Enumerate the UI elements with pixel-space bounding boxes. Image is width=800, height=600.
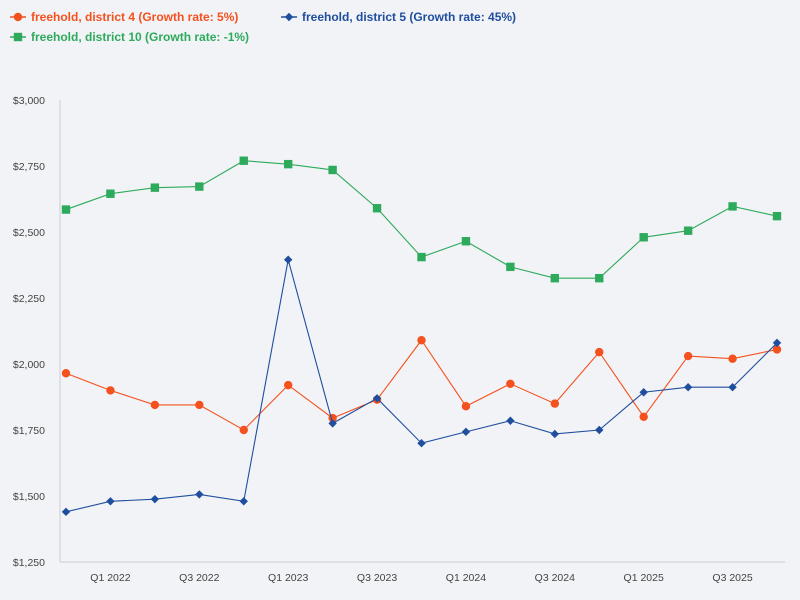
data-point (417, 336, 426, 345)
data-point (506, 262, 515, 272)
legend-item: freehold, district 4 (Growth rate: 5%) (10, 10, 238, 24)
data-point (239, 425, 248, 435)
y-tick-label: $1,250 (13, 557, 45, 569)
data-point (772, 345, 782, 354)
data-point (683, 351, 693, 361)
y-tick-label: $1,750 (13, 425, 45, 437)
data-point (506, 379, 515, 388)
data-point (728, 202, 737, 211)
data-point (461, 427, 471, 437)
legend-label: freehold, district 4 (Growth rate: 5%) (31, 10, 238, 24)
y-tick-label: $2,000 (13, 359, 45, 371)
data-point (683, 226, 693, 235)
data-point (417, 252, 426, 262)
x-tick-label: Q1 2023 (268, 572, 308, 584)
data-point (106, 386, 115, 395)
series-3 (61, 156, 782, 283)
legend-swatch-marker (13, 32, 23, 42)
y-tick-label: $3,000 (13, 95, 45, 107)
data-point (639, 388, 648, 397)
data-point (106, 497, 115, 506)
data-point (150, 494, 160, 504)
x-tick-label: Q3 2025 (712, 572, 752, 584)
x-tick-label: Q3 2022 (179, 572, 219, 584)
data-point (239, 497, 248, 506)
data-point (772, 211, 782, 221)
data-point (106, 189, 115, 198)
legend-item: freehold, district 5 (Growth rate: 45%) (281, 10, 516, 24)
data-point (61, 369, 71, 378)
data-point (728, 354, 737, 363)
y-tick-label: $2,750 (13, 161, 45, 173)
data-point (61, 507, 71, 517)
series-line (65, 339, 778, 431)
data-point (150, 183, 160, 192)
legend-swatch-marker (13, 12, 23, 22)
y-tick-label: $2,500 (13, 227, 45, 239)
series-line (65, 259, 778, 513)
data-point (328, 419, 337, 428)
data-point (195, 182, 204, 191)
legend: freehold, district 4 (Growth rate: 5%) fr… (10, 10, 516, 44)
y-axis: $1,250 $1,500 $1,750 $2,000 $2,250 $2,500 $2,7… (13, 95, 61, 569)
x-axis: Q1 2022 Q3 2022 Q1 2023 Q3 2023 Q1 2024 Q3 20… (60, 561, 785, 584)
x-tick-label: Q1 2025 (624, 572, 664, 584)
data-point (506, 416, 515, 425)
data-point (595, 425, 604, 435)
x-tick-label: Q1 2024 (446, 572, 486, 584)
data-point (461, 402, 471, 411)
x-tick-label: Q3 2023 (357, 572, 397, 584)
data-point (195, 490, 204, 499)
data-point (283, 255, 293, 264)
data-point (417, 439, 426, 448)
y-tick-label: $2,250 (13, 293, 45, 305)
x-tick-label: Q3 2024 (535, 572, 575, 584)
data-point (283, 380, 293, 390)
data-point (461, 237, 471, 246)
data-point (683, 383, 693, 392)
series-1 (61, 336, 782, 435)
x-tick-label: Q1 2022 (90, 572, 130, 584)
data-point (550, 399, 560, 408)
data-point (772, 338, 782, 348)
legend-label: freehold, district 10 (Growth rate: -1%) (31, 30, 249, 44)
data-point (283, 159, 293, 169)
data-point (328, 165, 337, 175)
legend-label: freehold, district 5 (Growth rate: 45%) (302, 10, 516, 24)
series-layer (61, 156, 782, 517)
data-point (372, 204, 382, 213)
y-tick-label: $1,500 (13, 491, 45, 503)
data-point (550, 274, 560, 283)
data-point (150, 400, 160, 410)
data-point (728, 383, 737, 392)
data-point (595, 274, 604, 283)
series-2 (61, 255, 782, 517)
legend-item: freehold, district 10 (Growth rate: -1%) (10, 30, 249, 44)
data-point (639, 233, 648, 242)
data-point (372, 394, 382, 403)
data-point (195, 400, 204, 410)
data-point (239, 156, 248, 165)
legend-swatch-marker (284, 12, 294, 22)
data-point (639, 412, 648, 421)
data-point (550, 429, 560, 439)
data-point (595, 347, 604, 357)
data-point (61, 205, 71, 214)
